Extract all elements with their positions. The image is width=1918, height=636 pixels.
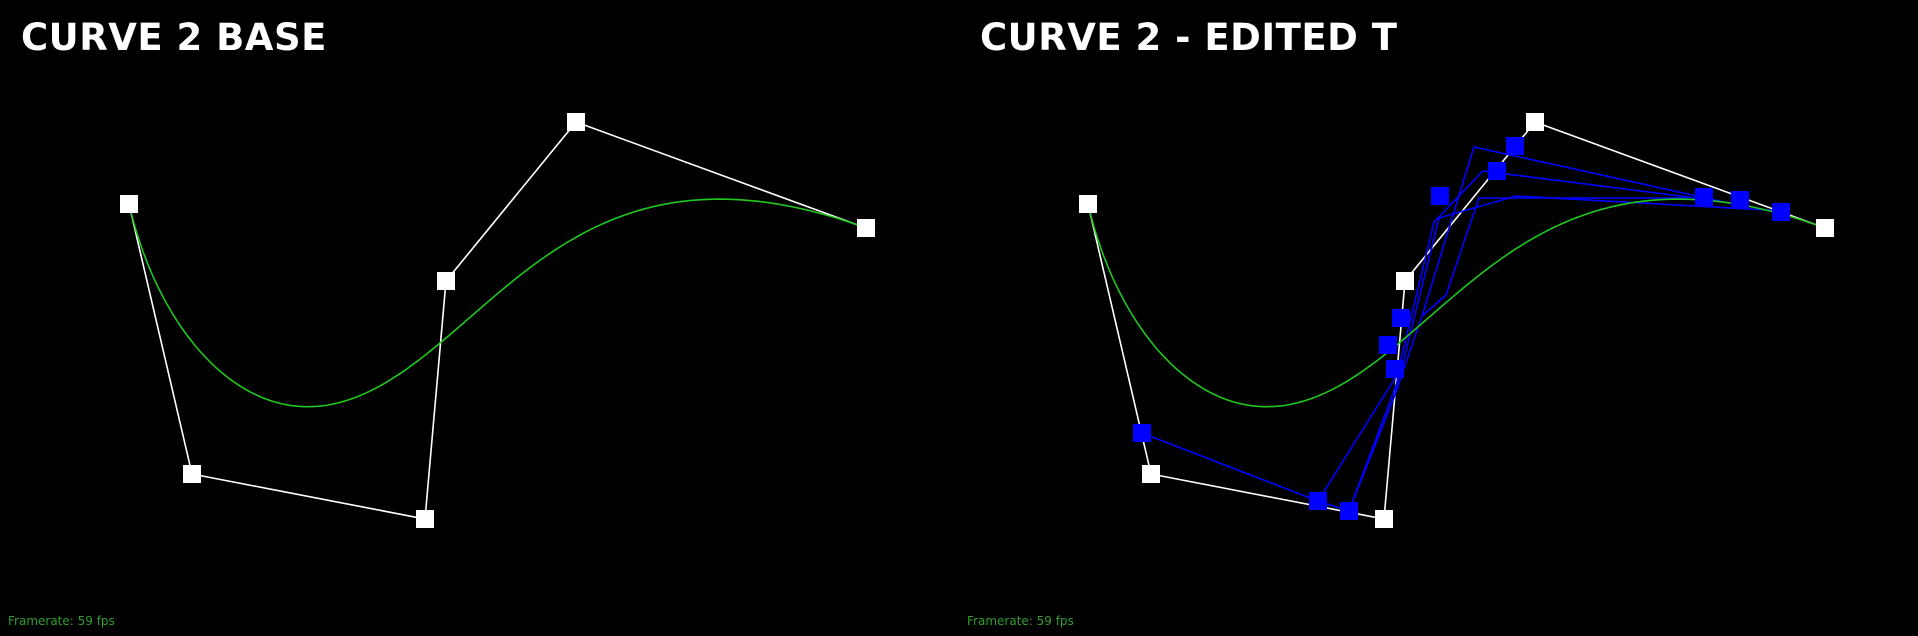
framerate-label: Framerate: 59 fps (967, 614, 1074, 628)
construction-point (1506, 137, 1524, 155)
control-point-handle[interactable] (437, 272, 455, 290)
control-polygon (129, 122, 866, 519)
framerate-label: Framerate: 59 fps (8, 614, 115, 628)
construction-line (1422, 198, 1688, 316)
bezier-curve (129, 199, 866, 407)
construction-point (1695, 188, 1713, 206)
construction-line (1395, 147, 1738, 395)
control-point-handle[interactable] (567, 113, 585, 131)
curve-canvas-base[interactable] (0, 0, 959, 636)
panel-curve-base: CURVE 2 BASE Framerate: 59 fps (0, 0, 959, 636)
control-point-handle[interactable] (120, 195, 138, 213)
construction-point (1731, 191, 1749, 209)
construction-point (1309, 492, 1327, 510)
control-point-handle[interactable] (1079, 195, 1097, 213)
control-point-handle[interactable] (1526, 113, 1544, 131)
construction-point (1386, 360, 1404, 378)
construction-point (1133, 424, 1151, 442)
construction-line (1318, 372, 1401, 511)
control-point-handle[interactable] (1816, 219, 1834, 237)
control-point-handle[interactable] (183, 465, 201, 483)
construction-point (1340, 502, 1358, 520)
control-point-handle[interactable] (857, 219, 875, 237)
panel-title: CURVE 2 BASE (21, 16, 327, 59)
control-point-handle[interactable] (1375, 510, 1393, 528)
panel-title: CURVE 2 - EDITED T (980, 16, 1397, 59)
construction-point (1488, 162, 1506, 180)
control-polygon (1088, 122, 1825, 519)
control-point-handle[interactable] (1396, 272, 1414, 290)
construction-point (1379, 336, 1397, 354)
panel-curve-edited: CURVE 2 - EDITED T Framerate: 59 fps (959, 0, 1918, 636)
construction-point (1772, 203, 1790, 221)
control-point-handle[interactable] (1142, 465, 1160, 483)
control-point-handle[interactable] (416, 510, 434, 528)
curve-canvas-edited[interactable] (959, 0, 1918, 636)
construction-point (1431, 187, 1449, 205)
bezier-curve (1088, 199, 1825, 407)
construction-point (1392, 309, 1410, 327)
